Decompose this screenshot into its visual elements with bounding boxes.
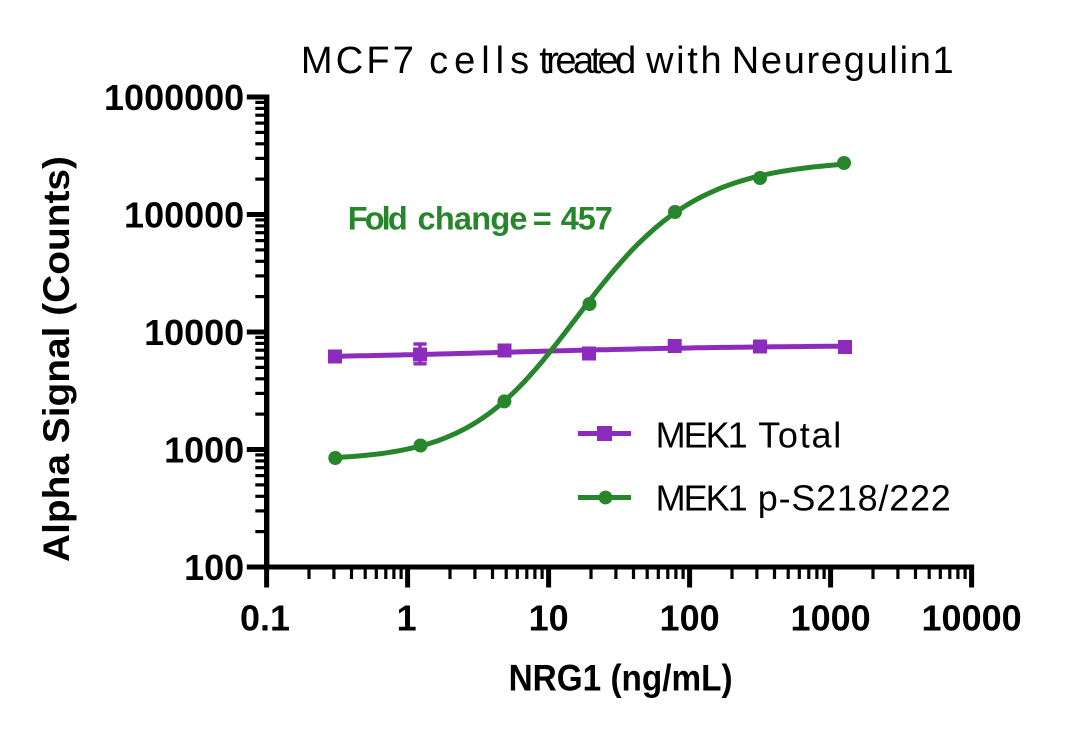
svg-text:100000: 100000 — [124, 195, 244, 236]
svg-text:Alpha Signal (Counts): Alpha Signal (Counts) — [36, 156, 77, 562]
svg-text:10: 10 — [529, 597, 569, 638]
svg-text:1000: 1000 — [791, 597, 871, 638]
svg-text:1000000: 1000000 — [104, 77, 244, 118]
svg-text:10000: 10000 — [922, 597, 1022, 638]
svg-text:NRG1 (ng/mL): NRG1 (ng/mL) — [509, 658, 733, 699]
svg-text:10000: 10000 — [144, 312, 244, 353]
svg-text:0.1: 0.1 — [240, 597, 290, 638]
svg-text:1: 1 — [397, 597, 417, 638]
svg-text:100: 100 — [660, 597, 720, 638]
svg-text:1000: 1000 — [164, 430, 244, 471]
svg-text:100: 100 — [184, 547, 244, 588]
